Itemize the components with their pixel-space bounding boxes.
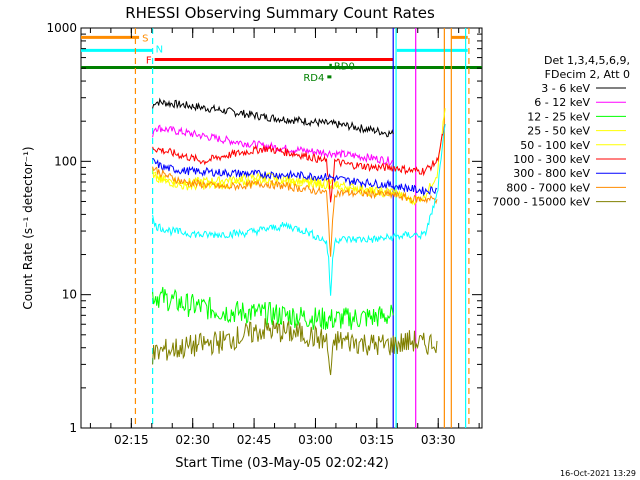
y-tick-label: 10 <box>62 288 77 302</box>
series-line <box>152 108 446 206</box>
plot-frame <box>80 27 483 429</box>
legend-entry-label: 100 - 300 keV <box>513 153 590 166</box>
x-axis-label: Start Time (03-May-05 02:02:42) <box>175 456 389 471</box>
legend-header-line1: Det 1,3,4,5,6,9, <box>544 54 630 67</box>
legend-entry-label: 7000 - 15000 keV <box>492 196 590 209</box>
flag-label: N <box>156 44 163 55</box>
x-axis-ticks: 02:15 02:30 02:45 03:00 03:15 03:30 <box>89 28 480 447</box>
flag-label: RD4 <box>303 73 324 84</box>
x-tick-label: 02:30 <box>175 433 210 447</box>
legend-header-line2: FDecim 2, Att 0 <box>545 68 630 81</box>
flag-label: S <box>142 33 148 44</box>
x-tick-label: 02:15 <box>114 433 149 447</box>
y-tick-label: 1 <box>69 421 77 435</box>
x-tick-label: 03:00 <box>298 433 333 447</box>
legend-entry-label: 800 - 7000 keV <box>506 181 590 194</box>
x-tick-label: 02:45 <box>237 433 272 447</box>
series-line <box>152 318 438 376</box>
series-line <box>152 124 446 203</box>
legend: Det 1,3,4,5,6,9, FDecim 2, Att 0 3 - 6 k… <box>492 54 630 209</box>
series-line <box>152 166 438 257</box>
series-lines <box>152 97 446 376</box>
footer-timestamp: 16-Oct-2021 13:29 <box>560 469 636 478</box>
legend-entry-label: 12 - 25 keV <box>527 110 590 123</box>
legend-entry-label: 50 - 100 keV <box>520 139 590 152</box>
series-line <box>152 124 394 166</box>
chart-title: RHESSI Observing Summary Count Rates <box>125 4 435 22</box>
legend-entry-label: 25 - 50 keV <box>527 125 590 138</box>
y-tick-label: 100 <box>54 154 77 168</box>
vertical-markers <box>134 28 470 428</box>
y-axis-label: Count Rate (s⁻¹ detector⁻¹) <box>21 146 35 309</box>
legend-entry-label: 6 - 12 keV <box>534 96 590 109</box>
flag-label: F <box>146 56 152 67</box>
series-line <box>152 286 394 330</box>
series-line <box>152 157 438 197</box>
y-tick-label: 1000 <box>46 21 77 35</box>
series-line <box>152 124 446 296</box>
y-axis-ticks: 1 10 100 1000 <box>46 21 482 435</box>
legend-entry-label: 300 - 800 keV <box>513 167 590 180</box>
flag-bars: SNFRD0RD4 <box>81 33 482 84</box>
x-tick-label: 03:15 <box>360 433 395 447</box>
legend-entry-label: 3 - 6 keV <box>541 82 590 95</box>
series-line <box>152 97 394 138</box>
x-tick-label: 03:30 <box>421 433 456 447</box>
